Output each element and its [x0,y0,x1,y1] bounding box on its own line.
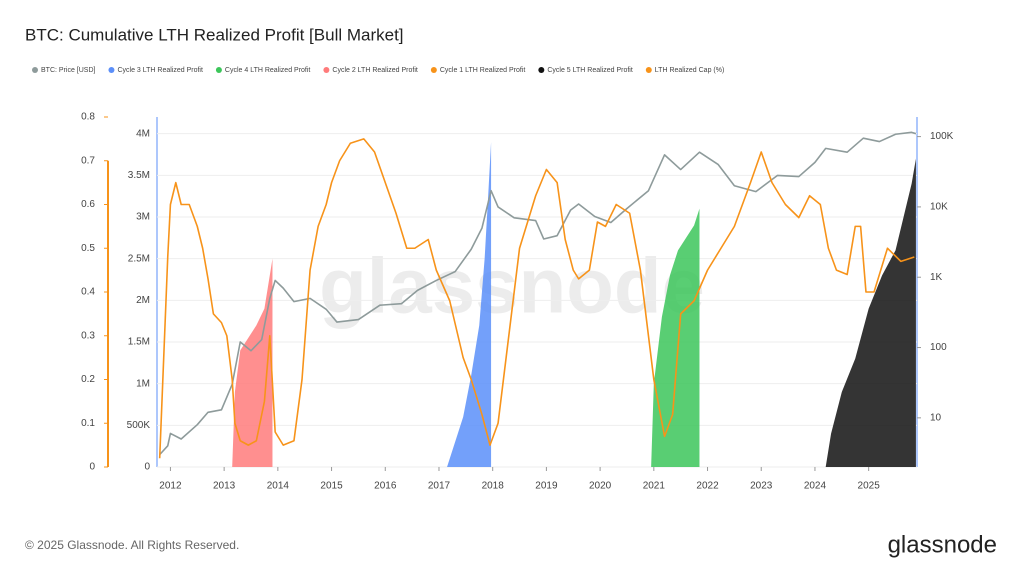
y-tick-label: 3M [136,212,150,223]
legend-label: Cycle 4 LTH Realized Profit [225,67,311,74]
x-tick-label: 2012 [159,481,182,492]
y2-tick-label: 100K [930,131,954,142]
y-tick-label: 2.5M [128,253,150,264]
y-tick-label: 1.5M [128,337,150,348]
legend-label: BTC: Price [USD] [41,67,96,74]
y2-tick-label: 10K [930,202,948,213]
x-tick-label: 2015 [320,481,343,492]
legend-marker [645,67,652,73]
legend-label: Cycle 1 LTH Realized Profit [440,67,526,74]
y3-tick-label: 0.8 [81,112,95,123]
y-tick-label: 0 [144,462,150,473]
line [159,131,917,456]
x-tick-label: 2014 [267,481,290,492]
y3-tick-label: 0.5 [81,243,95,254]
legend-marker [215,67,222,73]
y2-tick-label: 1K [930,272,943,283]
y2-tick-label: 10 [930,412,942,423]
logo: glassnode [888,531,997,558]
y3-tick-label: 0.7 [81,155,95,166]
x-tick-label: 2019 [535,481,558,492]
legend-label: LTH Realized Cap (%) [655,67,725,74]
x-tick-label: 2016 [374,481,397,492]
area [651,208,700,467]
chart-title: BTC: Cumulative LTH Realized Profit [Bul… [25,25,404,44]
x-tick-label: 2025 [858,481,881,492]
x-tick-label: 2018 [482,481,505,492]
y3-tick-label: 0.1 [81,418,95,429]
y3-tick-label: 0.2 [81,374,95,385]
legend-label: Cycle 5 LTH Realized Profit [547,67,633,74]
x-tick-label: 2021 [643,481,666,492]
watermark: glassnode [319,242,705,330]
y-tick-label: 3.5M [128,170,150,181]
x-tick-label: 2013 [213,481,236,492]
y2-tick-label: 100 [930,342,947,353]
x-tick-label: 2024 [804,481,827,492]
legend-marker [32,67,38,73]
area [447,142,492,467]
y-tick-label: 4M [136,128,150,139]
x-tick-label: 2017 [428,481,451,492]
x-tick-label: 2022 [696,481,719,492]
area [825,158,916,467]
y3-tick-label: 0.6 [81,199,95,210]
legend-marker [430,67,437,73]
legend-label: Cycle 3 LTH Realized Profit [117,67,203,74]
legend-marker [323,67,330,73]
line [158,138,915,459]
legend-marker [538,67,545,73]
y-tick-label: 500K [127,420,151,431]
legend-label: Cycle 2 LTH Realized Profit [332,67,418,74]
y-tick-label: 1M [136,378,150,389]
x-tick-label: 2023 [750,481,773,492]
footer: © 2025 Glassnode. All Rights Reserved. [25,538,239,552]
y-tick-label: 2M [136,295,150,306]
legend-marker [108,67,115,73]
y3-tick-label: 0.4 [81,287,95,298]
y3-tick-label: 0.3 [81,330,95,341]
x-tick-label: 2020 [589,481,612,492]
y3-tick-label: 0 [89,462,95,473]
